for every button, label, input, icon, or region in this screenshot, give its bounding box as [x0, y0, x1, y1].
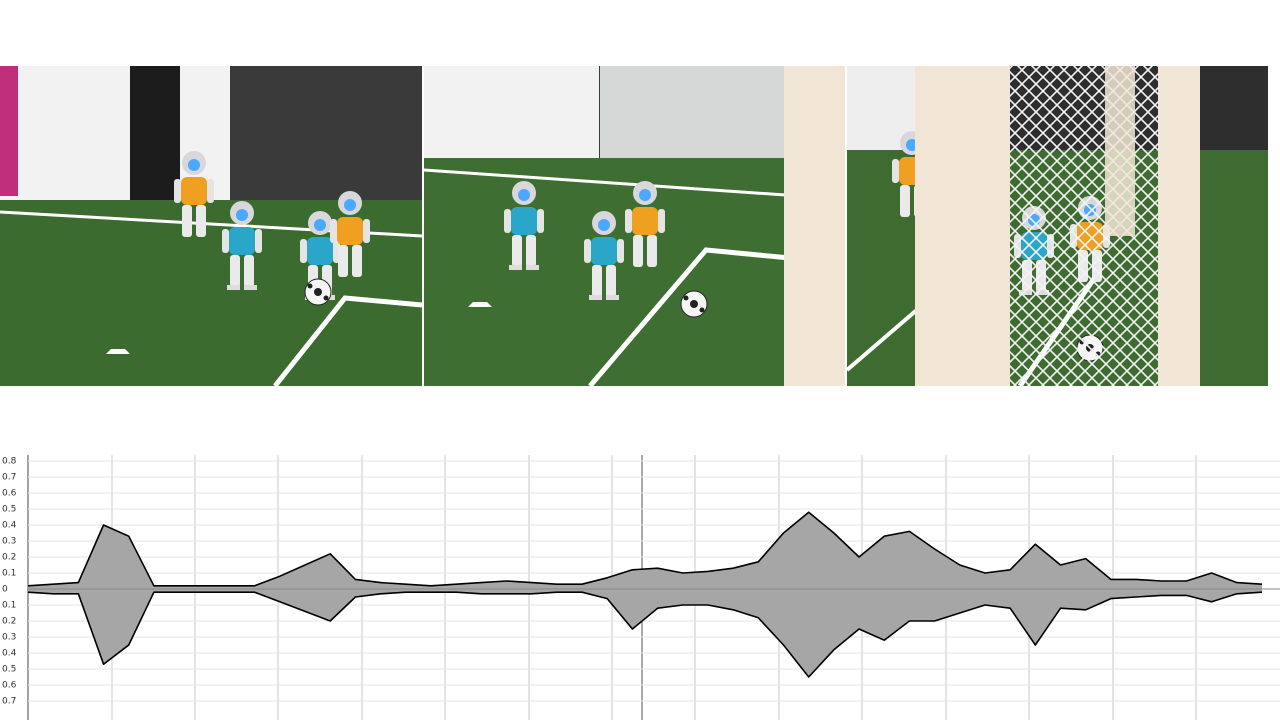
y-tick-label: 0.3 [2, 537, 16, 547]
y-tick-label: 0.6 [2, 489, 17, 499]
y-tick-label: 0.3 [2, 633, 16, 643]
y-tick-label: 0.5 [2, 665, 16, 675]
video-frame [423, 66, 845, 388]
wave-fill [28, 589, 1262, 677]
y-tick-label: 0.6 [2, 681, 17, 691]
y-tick-label: 0.2 [2, 553, 16, 563]
y-tick-label: 0.1 [2, 569, 16, 579]
wave-fill [28, 512, 1262, 589]
wave-envelope [27, 511, 1263, 587]
y-tick-label: 0.7 [2, 473, 16, 483]
wave-envelope [27, 591, 1263, 678]
y-tick-label: 0.8 [2, 457, 17, 467]
y-tick-label: 0.1 [2, 601, 16, 611]
video-frame [0, 66, 423, 388]
y-tick-label: 0.2 [2, 617, 16, 627]
y-tick-label: 0.5 [2, 505, 16, 515]
video-frame [845, 66, 1268, 388]
y-tick-label: 0.4 [2, 649, 17, 659]
y-tick-label: 0 [2, 585, 8, 595]
y-tick-label: 0.7 [2, 697, 16, 707]
y-tick-label: 0.4 [2, 521, 17, 531]
